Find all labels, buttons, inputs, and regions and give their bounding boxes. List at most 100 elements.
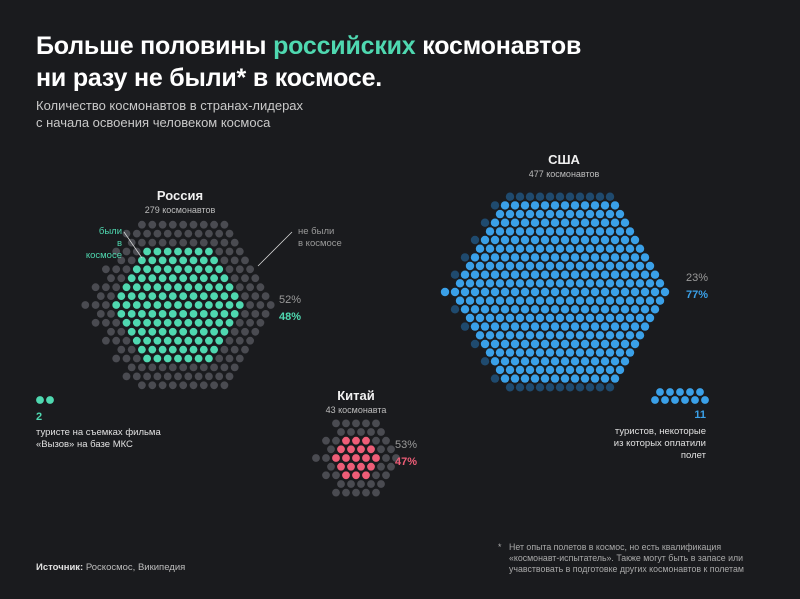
usa-not-flown-dot bbox=[595, 192, 605, 201]
usa-flown-dot bbox=[565, 365, 575, 375]
usa-flown-dot bbox=[525, 296, 535, 305]
russia-flown-dot bbox=[215, 265, 224, 274]
usa-flown-dot bbox=[560, 357, 570, 366]
russia-not-flown-dot bbox=[158, 381, 167, 390]
usa-flown-dot bbox=[490, 218, 500, 227]
russia-flown-dot bbox=[143, 283, 152, 292]
usa-flown-dot bbox=[645, 313, 655, 323]
usa-flown-dot bbox=[610, 201, 620, 210]
russia-flown-dot bbox=[168, 292, 177, 300]
china-flown-dot bbox=[357, 445, 365, 454]
russia-not-flown-dot bbox=[107, 274, 115, 283]
china-not-flown-dot bbox=[332, 471, 340, 480]
russia-flown-dot bbox=[127, 327, 136, 336]
usa-flown-dot bbox=[625, 313, 635, 323]
usa-flown-dot bbox=[545, 296, 555, 305]
usa-flown-dot bbox=[575, 244, 585, 253]
usa-flown-dot bbox=[595, 227, 605, 236]
usa-flown-dot bbox=[505, 227, 515, 236]
usa-flown-dot bbox=[470, 287, 480, 297]
russia-flown-dot bbox=[163, 354, 172, 363]
usa-not-flown-dot bbox=[585, 383, 595, 392]
china-flown-dot bbox=[357, 462, 365, 471]
usa-not-flown-dot bbox=[515, 383, 525, 392]
russia-not-flown-dot bbox=[230, 256, 239, 265]
usa-not-flown-pct: 23% bbox=[686, 272, 709, 284]
usa-flown-dot bbox=[515, 279, 525, 288]
russia-not-flown-dot bbox=[230, 363, 239, 372]
usa-flown-dot bbox=[470, 253, 480, 262]
russia-flown-dot bbox=[168, 327, 177, 336]
usa-flown-dot bbox=[570, 253, 580, 262]
usa-flown-dot bbox=[570, 305, 580, 314]
usa-flown-dot bbox=[585, 313, 595, 323]
usa-flown-dot bbox=[600, 253, 610, 262]
usa-flown-dot bbox=[550, 270, 560, 279]
russia-flown-dot bbox=[210, 256, 219, 265]
russia-flown-dot bbox=[189, 327, 198, 336]
usa-not-flown-dot bbox=[555, 192, 565, 201]
usa-flown-dot bbox=[590, 305, 600, 314]
usa-flown-dot bbox=[610, 218, 620, 227]
usa-flown-dot bbox=[615, 296, 625, 305]
russia-flown-dot bbox=[132, 336, 141, 345]
russia-not-flown-dot bbox=[246, 336, 255, 345]
russia-flown-dot bbox=[163, 318, 172, 327]
usa-flown-dot bbox=[560, 287, 570, 297]
russia-not-flown-dot bbox=[102, 318, 110, 327]
usa-flown-dot bbox=[535, 227, 545, 236]
russia-not-flown-dot bbox=[102, 336, 110, 345]
usa-flown-dot bbox=[540, 287, 550, 297]
usa-flown-dot bbox=[620, 305, 630, 314]
russia-not-flown-dot bbox=[235, 318, 244, 327]
usa-flown-dot bbox=[595, 331, 605, 340]
usa-flown-dot bbox=[500, 357, 510, 366]
usa-flown-dot bbox=[635, 331, 645, 340]
russia-flown-dot bbox=[148, 256, 157, 265]
usa-flown-dot bbox=[550, 218, 560, 227]
china-flown-dot bbox=[362, 454, 370, 462]
usa-flown-dot bbox=[520, 374, 530, 383]
russia-not-flown-dot bbox=[127, 256, 136, 265]
usa-flown-dot bbox=[535, 209, 545, 219]
china-not-flown-dot bbox=[377, 428, 385, 436]
usa-flown-dot bbox=[515, 313, 525, 323]
usa-flown-dot bbox=[590, 357, 600, 366]
russia-flown-dot bbox=[148, 327, 157, 336]
usa-flown-dot bbox=[645, 261, 655, 271]
russia-not-flown-dot bbox=[205, 229, 213, 238]
usa-flown-dot bbox=[500, 339, 510, 349]
usa-flown-dot bbox=[575, 313, 585, 323]
russia-flown-dot bbox=[148, 292, 157, 300]
russia-flown-dot bbox=[194, 301, 203, 309]
usa-not-flown-dot bbox=[450, 305, 460, 314]
source: Источник: Роскосмос, Википедия bbox=[36, 562, 186, 573]
russia-not-flown-dot bbox=[179, 220, 188, 229]
usa-flown-dot bbox=[560, 270, 570, 279]
usa-flown-dot bbox=[600, 357, 610, 366]
usa-flown-dot bbox=[625, 348, 635, 357]
china-flown-dot bbox=[367, 462, 375, 471]
usa-flown-dot bbox=[600, 270, 610, 279]
usa-flown-dot bbox=[625, 261, 635, 271]
usa-flown-dot bbox=[510, 235, 520, 245]
usa-flown-dot bbox=[595, 365, 605, 375]
russia-not-flown-dot bbox=[251, 274, 260, 283]
russia-not-flown-dot bbox=[148, 381, 157, 390]
usa-flown-dot bbox=[490, 270, 500, 279]
usa-not-flown-dot bbox=[490, 374, 500, 383]
usa-flown-dot bbox=[485, 244, 495, 253]
russia-flown-dot bbox=[153, 247, 162, 256]
usa-flown-dot bbox=[600, 339, 610, 349]
russia-not-flown-dot bbox=[225, 336, 234, 345]
russia-flown-dot bbox=[122, 283, 131, 292]
usa-flown-dot bbox=[570, 235, 580, 245]
usa-flown-dot bbox=[560, 305, 570, 314]
usa-flown-dot bbox=[525, 365, 535, 375]
usa-flown-dot bbox=[580, 253, 590, 262]
russia-not-flown-dot bbox=[225, 372, 234, 381]
usa-flown-dot bbox=[510, 339, 520, 349]
russia-flown-dot bbox=[194, 318, 203, 327]
russia-not-flown-dot bbox=[168, 238, 177, 247]
china-not-flown-dot bbox=[332, 436, 340, 445]
